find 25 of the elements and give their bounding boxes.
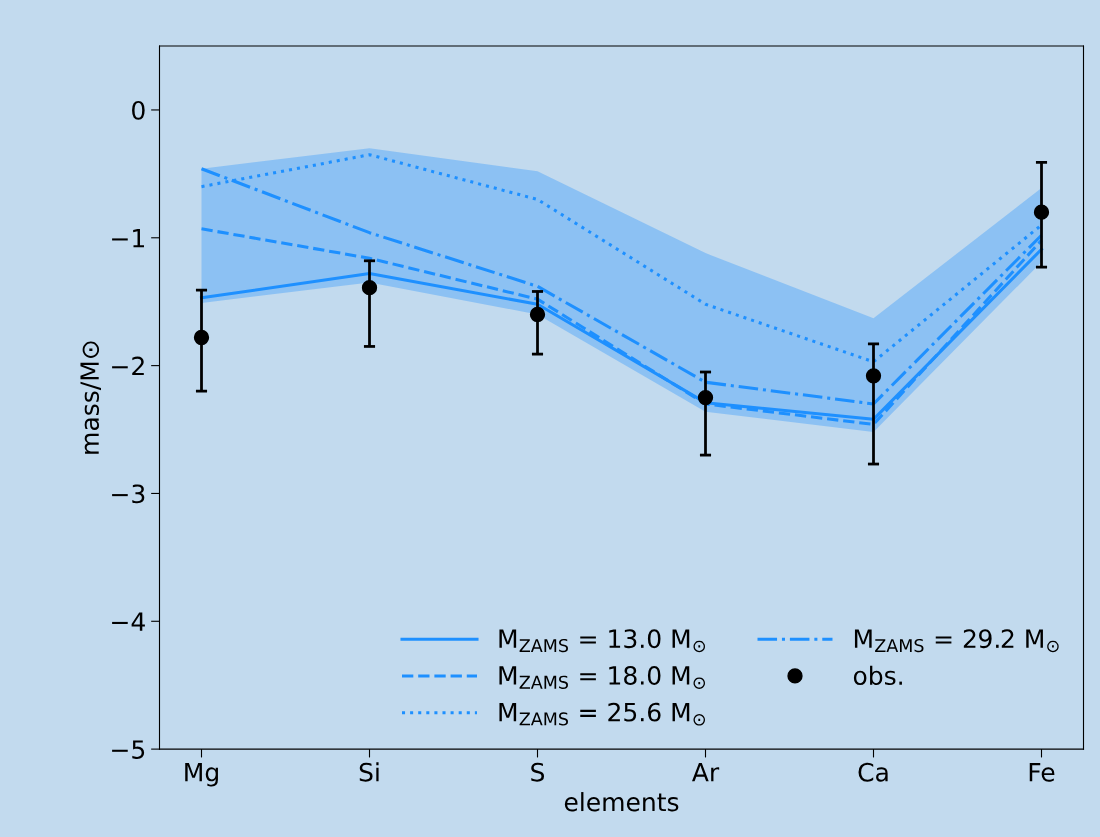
y-tick-label: 0 <box>132 100 145 120</box>
point <box>697 389 714 406</box>
y-tick-label: −4 <box>112 612 145 631</box>
legend-label: obs. <box>853 665 902 686</box>
point <box>361 279 378 296</box>
point <box>1033 204 1050 220</box>
x-tick-label: Fe <box>1029 763 1055 782</box>
point <box>193 329 210 346</box>
x-tick-label: Mg <box>185 763 218 787</box>
legend-label: M$_{ZAMS}$ = 25.6 M$_{⊙}$ <box>499 702 705 726</box>
legend-label: M$_{ZAMS}$ = 13.0 M$_{⊙}$ <box>499 629 705 653</box>
x-tick-label: Ar <box>692 763 720 782</box>
x-axis-title: elements <box>564 792 679 812</box>
legend-label: M$_{ZAMS}$ = 18.0 M$_{⊙}$ <box>499 665 705 689</box>
legend-label: M$_{ZAMS}$ = 29.2 M$_{⊙}$ <box>854 629 1059 653</box>
y-tick-label: −2 <box>112 356 144 376</box>
point <box>529 306 546 323</box>
y-tick-label: −3 <box>112 484 145 504</box>
y-tick-label: −1 <box>112 229 144 248</box>
x-tick-label: S <box>531 762 545 782</box>
y-tick-label: −5 <box>112 740 145 759</box>
x-tick-label: Ca <box>858 762 888 782</box>
x-tick-label: Si <box>359 762 379 782</box>
point <box>865 368 882 384</box>
y-axis-title: mass/M⊙ <box>80 341 102 454</box>
